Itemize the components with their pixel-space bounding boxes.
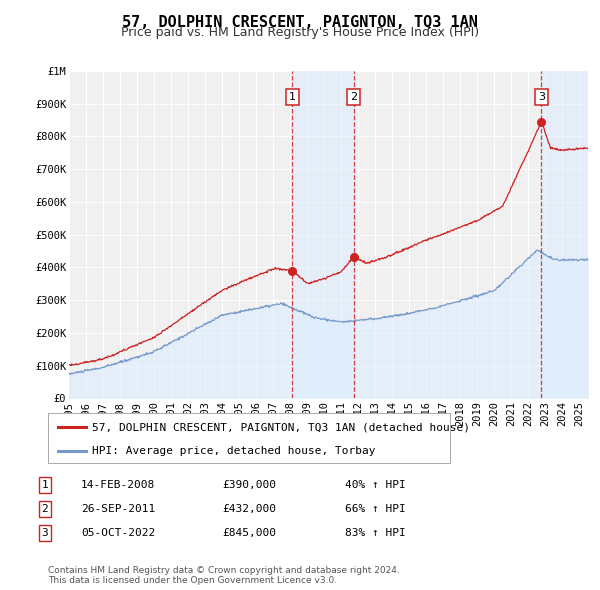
Text: 2: 2 (350, 92, 357, 102)
Text: HPI: Average price, detached house, Torbay: HPI: Average price, detached house, Torb… (92, 445, 376, 455)
Text: 2: 2 (41, 504, 49, 514)
Bar (541, 71, 588, 398)
Text: 3: 3 (41, 529, 49, 538)
Text: 57, DOLPHIN CRESCENT, PAIGNTON, TQ3 1AN (detached house): 57, DOLPHIN CRESCENT, PAIGNTON, TQ3 1AN … (92, 422, 470, 432)
Text: 66% ↑ HPI: 66% ↑ HPI (345, 504, 406, 514)
Text: £845,000: £845,000 (222, 529, 276, 538)
Text: Price paid vs. HM Land Registry's House Price Index (HPI): Price paid vs. HM Land Registry's House … (121, 26, 479, 39)
Text: 1: 1 (41, 480, 49, 490)
Text: 05-OCT-2022: 05-OCT-2022 (81, 529, 155, 538)
Bar (292, 71, 353, 398)
Text: Contains HM Land Registry data © Crown copyright and database right 2024.
This d: Contains HM Land Registry data © Crown c… (48, 566, 400, 585)
Text: 1: 1 (289, 92, 296, 102)
Text: 57, DOLPHIN CRESCENT, PAIGNTON, TQ3 1AN: 57, DOLPHIN CRESCENT, PAIGNTON, TQ3 1AN (122, 15, 478, 30)
Text: £432,000: £432,000 (222, 504, 276, 514)
Text: 83% ↑ HPI: 83% ↑ HPI (345, 529, 406, 538)
Text: £390,000: £390,000 (222, 480, 276, 490)
Text: 3: 3 (538, 92, 545, 102)
Text: 26-SEP-2011: 26-SEP-2011 (81, 504, 155, 514)
Text: 14-FEB-2008: 14-FEB-2008 (81, 480, 155, 490)
Text: 40% ↑ HPI: 40% ↑ HPI (345, 480, 406, 490)
